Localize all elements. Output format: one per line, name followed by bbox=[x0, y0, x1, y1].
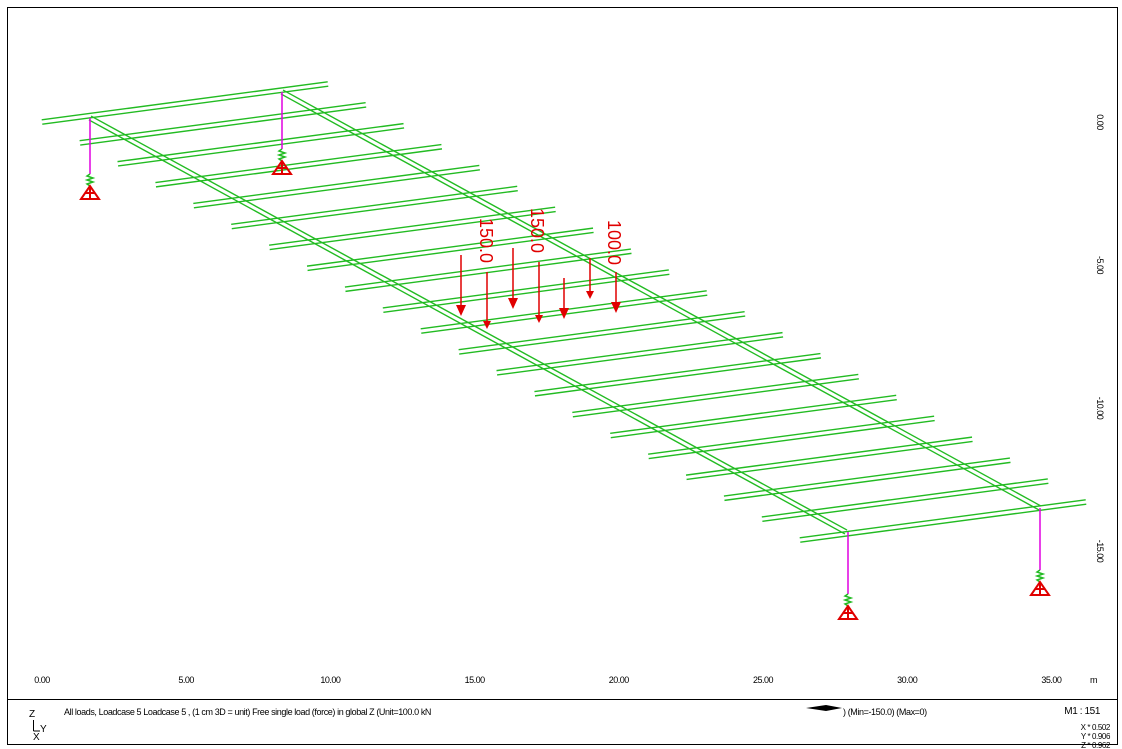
axis-x: X bbox=[33, 732, 40, 743]
x-ruler-label: 30.00 bbox=[897, 675, 918, 685]
x-ruler-label: 15.00 bbox=[465, 675, 486, 685]
y-ruler-label: -10.00 bbox=[1095, 397, 1105, 420]
main-girder bbox=[89, 120, 845, 534]
direction-icon bbox=[806, 705, 842, 711]
y-ruler-label: -15.00 bbox=[1095, 540, 1105, 563]
footer-factor: X * 0.502 bbox=[1081, 723, 1111, 732]
load-label: 150.0 bbox=[527, 208, 547, 253]
load-arrow-head bbox=[535, 315, 543, 323]
support-spring bbox=[279, 149, 285, 161]
axis-y: Y bbox=[40, 724, 47, 735]
y-ruler-label: -5.00 bbox=[1095, 256, 1105, 275]
x-ruler-label: 0.00 bbox=[34, 675, 50, 685]
x-ruler-label: 5.00 bbox=[178, 675, 194, 685]
main-girder bbox=[283, 90, 1041, 506]
main-girder bbox=[91, 116, 847, 530]
support-bearing bbox=[81, 186, 99, 199]
support-spring bbox=[87, 174, 93, 186]
footer-factor: Z * 0.962 bbox=[1081, 741, 1111, 749]
labels: 150.0 150.0 100.0 0.00 5.00 10.00 15.00 20.00 25… bbox=[34, 114, 1105, 685]
load-arrow-head bbox=[456, 305, 466, 316]
support-spring bbox=[1037, 570, 1043, 582]
footer-scale: M1 : 151 bbox=[1064, 706, 1101, 717]
load-arrow-head bbox=[586, 291, 594, 299]
footer-description: All loads, Loadcase 5 Loadcase 5 , (1 cm… bbox=[64, 707, 431, 717]
model bbox=[42, 82, 1087, 619]
x-ruler-label: 20.00 bbox=[609, 675, 630, 685]
support-bearing bbox=[839, 606, 857, 619]
x-ruler-unit: m bbox=[1090, 675, 1097, 685]
x-ruler-label: 10.00 bbox=[320, 675, 341, 685]
axis-icon: Z Y X bbox=[29, 709, 47, 743]
load-label: 100.0 bbox=[604, 220, 624, 265]
footer-range: ) (Min=-150.0) (Max=0) bbox=[843, 707, 927, 717]
x-ruler-label: 25.00 bbox=[753, 675, 774, 685]
footer-factor: Y * 0.906 bbox=[1081, 732, 1111, 741]
support-bearing bbox=[1031, 582, 1049, 595]
load-arrow-head bbox=[508, 298, 518, 309]
main-girder bbox=[281, 94, 1039, 510]
support-bearing bbox=[273, 161, 291, 174]
x-ruler-label: 35.00 bbox=[1041, 675, 1062, 685]
load-label: 150.0 bbox=[476, 218, 496, 263]
y-ruler-label: 0.00 bbox=[1095, 114, 1105, 130]
axis-z: Z bbox=[29, 709, 35, 720]
structure-view: 150.0 150.0 100.0 0.00 5.00 10.00 15.00 20.00 25… bbox=[0, 0, 1122, 749]
support-spring bbox=[845, 594, 851, 606]
frame bbox=[8, 8, 1118, 745]
